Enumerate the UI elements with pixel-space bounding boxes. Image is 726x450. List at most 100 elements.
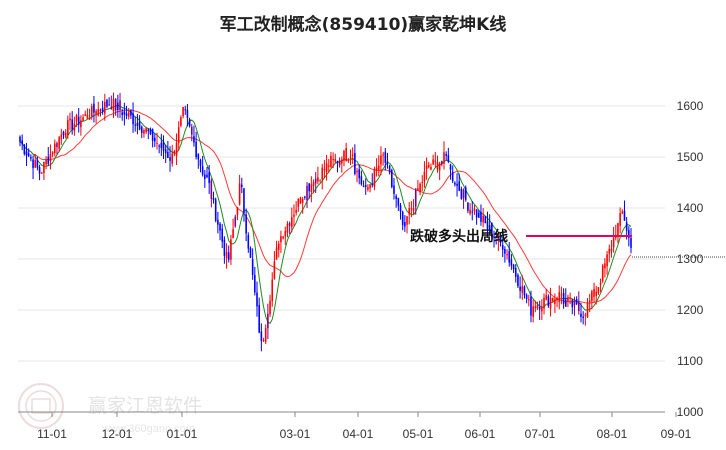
candle-body [132,113,134,125]
candle-body [427,164,430,168]
candle-body [101,107,104,113]
candle-body [232,229,234,238]
candle-body [354,153,356,174]
candle-body [230,239,232,260]
candle-body [430,166,432,170]
candle-body [88,117,91,120]
candle-body [484,216,487,224]
candle-body [628,230,630,238]
candle-body [34,160,37,168]
candle-body [38,167,41,174]
candle-body [277,243,280,250]
candle-body [421,182,424,184]
candle-body [123,111,126,115]
candle-body [290,217,293,228]
candle-body [51,151,54,154]
candle-body [134,124,137,126]
candle-body [75,115,78,122]
candle-body [284,230,287,237]
candle-body [69,118,71,121]
candle-body [314,178,317,184]
candle-body [406,216,408,225]
candle-body [234,216,237,227]
y-tick-label: 1400 [677,201,704,215]
candle-body [564,299,567,307]
moving-average-lines [19,104,632,324]
candle-body [580,313,582,318]
candle-body [304,196,306,198]
candle-body [82,117,84,121]
candle-body [267,313,269,329]
candle-body [369,184,371,189]
candle-body [599,282,602,285]
candlesticks [19,92,632,352]
candle-body [408,208,411,215]
candle-body [519,286,521,291]
chart-title: 军工改制概念(859410)赢家乾坤K线 [220,14,507,35]
candle-body [336,161,339,164]
candle-body [332,158,334,160]
watermark-url: www.360gann.com [101,423,195,435]
candle-body [393,185,395,194]
candle-body [108,104,110,106]
y-tick-label: 1100 [677,354,703,368]
candle-body [93,103,95,113]
candle-body [260,331,263,341]
candle-body [199,160,202,166]
candle-body [271,279,274,301]
candle-body [206,174,208,178]
candle-body [280,236,282,243]
candle-body [560,294,563,296]
candle-body [382,154,384,156]
candle-body [584,314,587,316]
candle-body [182,106,184,117]
candle-body [264,328,267,342]
candle-body [528,299,530,301]
candle-body [338,160,341,166]
candle-body [58,137,60,149]
candle-body [388,165,391,173]
candle-body [384,151,387,163]
candle-body [21,140,23,145]
y-tick-label: 1000 [677,405,704,419]
candle-body [512,264,515,270]
candle-body [588,300,591,303]
candle-body [536,304,539,309]
candle-body [578,302,580,311]
candle-body [595,291,598,296]
candle-body [493,236,495,238]
candle-body [364,185,367,187]
candle-body [243,188,245,214]
candle-body [575,299,578,304]
candle-body [247,235,250,249]
candle-body [608,249,611,254]
candle-body [158,145,160,147]
candle-body [236,207,239,215]
candle-body [112,98,115,112]
candle-body [319,179,321,181]
candle-body [417,188,419,191]
candle-body [162,141,165,151]
candle-body [227,252,230,260]
candle-body [504,248,506,254]
candle-body [477,212,480,218]
candle-body [110,106,113,110]
candle-body [301,199,304,203]
exit-line-annotation: 跌破多头出局线 [410,228,726,258]
candle-body [288,223,291,226]
candle-body [169,157,171,161]
candle-body [373,168,376,187]
candle-body [556,297,558,301]
candle-body [510,259,513,266]
candle-body [175,142,178,156]
candle-body [156,142,158,144]
candle-body [554,299,556,304]
candle-body [193,136,195,143]
candle-body [567,297,569,302]
x-tick-label: 06-01 [465,427,496,441]
candle-body [238,183,241,205]
candle-body [441,160,443,165]
x-tick-label: 09-01 [661,427,692,441]
x-tick-label: 11-01 [37,427,67,441]
candle-body [341,159,343,164]
